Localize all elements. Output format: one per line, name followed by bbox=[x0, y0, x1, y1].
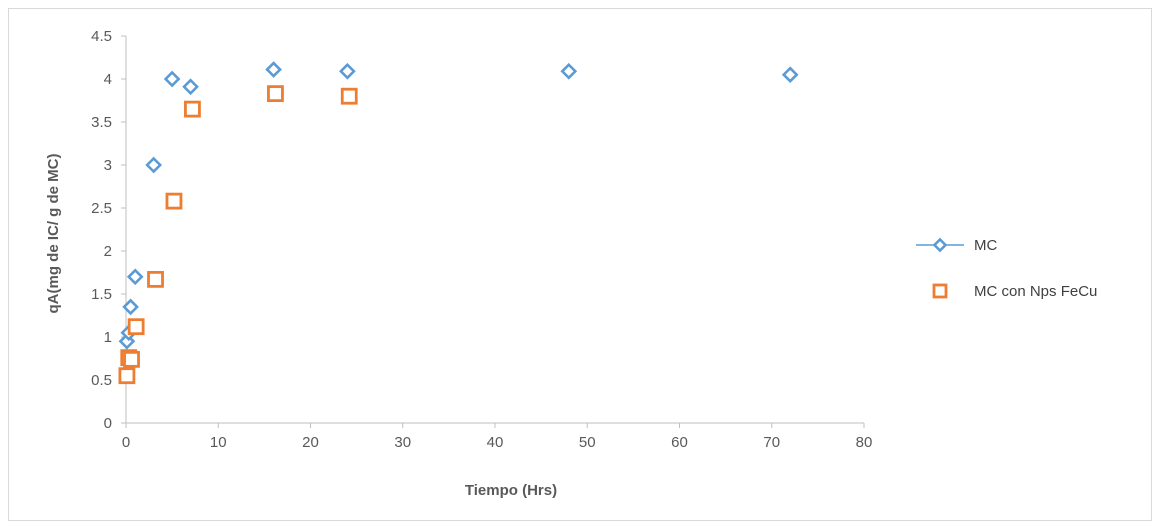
y-tick-label: 3 bbox=[104, 157, 112, 174]
chart-area bbox=[8, 8, 1152, 521]
y-tick-label: 1.5 bbox=[91, 286, 112, 303]
data-point bbox=[781, 66, 799, 84]
data-point bbox=[184, 100, 201, 118]
data-point bbox=[265, 61, 282, 78]
data-point bbox=[182, 78, 199, 96]
x-tick-label: 50 bbox=[579, 434, 596, 451]
data-point bbox=[340, 87, 358, 105]
data-point bbox=[147, 270, 164, 288]
y-tick-label: 2 bbox=[104, 243, 112, 260]
x-tick-label: 10 bbox=[210, 434, 227, 451]
x-tick-label: 30 bbox=[394, 434, 411, 451]
x-tick-label: 0 bbox=[122, 434, 130, 451]
data-point bbox=[163, 70, 181, 88]
data-point bbox=[123, 350, 140, 368]
x-tick-label: 80 bbox=[856, 434, 873, 451]
y-tick-label: 4.5 bbox=[91, 28, 112, 45]
x-tick-label: 70 bbox=[763, 434, 780, 451]
data-point bbox=[267, 85, 284, 103]
y-tick-label: 0.5 bbox=[91, 372, 112, 389]
x-tick-label: 40 bbox=[487, 434, 504, 451]
data-point bbox=[145, 156, 163, 174]
y-axis-title: qA(mg de IC/ g de MC) bbox=[45, 154, 62, 314]
x-axis-title: Tiempo (Hrs) bbox=[465, 482, 557, 499]
data-point bbox=[126, 268, 144, 286]
data-point bbox=[118, 367, 136, 385]
y-tick-label: 1 bbox=[104, 329, 112, 346]
legend-marker bbox=[932, 283, 948, 299]
data-point bbox=[127, 318, 145, 336]
legend-label: MC bbox=[974, 237, 997, 254]
data-point bbox=[560, 62, 578, 80]
x-tick-label: 60 bbox=[671, 434, 688, 451]
x-tick-label: 20 bbox=[302, 434, 319, 451]
data-point bbox=[339, 62, 356, 80]
y-tick-label: 2.5 bbox=[91, 200, 112, 217]
legend-marker bbox=[932, 237, 948, 253]
y-tick-label: 3.5 bbox=[91, 114, 112, 131]
data-point bbox=[122, 298, 139, 316]
legend-label: MC con Nps FeCu bbox=[974, 283, 1097, 300]
y-tick-label: 0 bbox=[104, 415, 112, 432]
y-tick-label: 4 bbox=[104, 71, 112, 88]
data-point bbox=[165, 192, 183, 210]
